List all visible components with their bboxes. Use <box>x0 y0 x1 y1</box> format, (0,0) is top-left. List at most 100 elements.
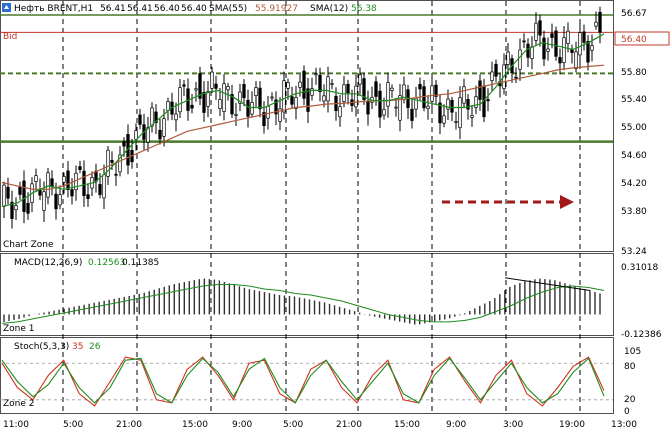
bull-candle <box>266 105 270 119</box>
bull-candle <box>310 88 314 96</box>
bear-candle <box>438 102 442 124</box>
bear-candle <box>478 80 482 100</box>
macd-signal-line <box>1 284 605 324</box>
sma55-line <box>1 64 605 190</box>
bull-candle <box>218 99 222 109</box>
time-label: 3:00 <box>503 420 523 430</box>
bull-candle <box>382 108 386 116</box>
bear-candle <box>378 90 382 118</box>
bull-candle <box>590 45 594 51</box>
time-label: 15:00 <box>394 420 420 430</box>
bear-candle <box>122 141 126 147</box>
bull-candle <box>254 87 258 96</box>
bear-candle <box>346 83 350 94</box>
macd-title: MACD(12,26,9) <box>14 258 82 268</box>
bull-candle <box>106 149 110 177</box>
bear-candle <box>586 41 590 63</box>
bear-candle <box>494 63 498 77</box>
bear-candle <box>550 33 554 38</box>
bear-candle <box>182 84 186 87</box>
ohlc-open: 56.41 <box>100 4 126 14</box>
stoch-tick: 20 <box>624 395 636 405</box>
bull-candle <box>442 115 446 124</box>
bull-candle <box>150 107 154 127</box>
bear-candle <box>582 31 586 43</box>
time-label: 11:00 <box>3 420 29 430</box>
price-tick: 55.40 <box>621 95 647 105</box>
bull-candle <box>574 51 578 69</box>
price-tick: 56.67 <box>621 9 647 19</box>
bear-candle <box>466 99 470 110</box>
bear-candle <box>202 91 206 113</box>
bear-candle <box>82 170 86 197</box>
bull-candle <box>546 48 550 52</box>
bear-candle <box>158 129 162 140</box>
vertical-grid <box>62 1 581 413</box>
bid-label: Bid <box>3 32 17 42</box>
bull-candle <box>338 106 342 118</box>
bear-candle <box>138 114 142 125</box>
bull-candle <box>118 154 122 173</box>
bull-candle <box>102 174 106 199</box>
bear-candle <box>50 178 54 187</box>
bear-candle <box>98 184 102 195</box>
price-tick: 53.80 <box>621 207 647 217</box>
bull-candle <box>354 85 358 108</box>
bull-candle <box>134 130 138 140</box>
price-header: Нефть BRENT,H1 56.41 56.41 56.40 56.40 S… <box>2 3 377 14</box>
bull-candle <box>462 86 466 104</box>
time-label: 15:00 <box>182 420 208 430</box>
macd-axis: 0.31018 -0.12386 <box>621 263 662 340</box>
time-label: 21:00 <box>116 420 142 430</box>
bull-candle <box>322 95 326 102</box>
price-panel[interactable] <box>0 0 614 252</box>
bear-candle <box>542 37 546 60</box>
bull-candle <box>42 191 46 211</box>
bear-candle <box>110 159 114 163</box>
bull-candle <box>238 91 242 104</box>
bull-candle <box>390 87 394 91</box>
price-tick: 54.60 <box>621 151 647 161</box>
sma55-label: SMA(55) <box>209 4 247 14</box>
sma12-label: SMA(12) <box>310 4 348 14</box>
bull-candle <box>278 108 282 122</box>
bull-candle <box>234 114 238 116</box>
bear-candle <box>246 99 250 117</box>
bull-candle <box>270 96 274 99</box>
stoch-panel[interactable] <box>0 337 614 414</box>
stochastic-lines <box>0 356 613 407</box>
bull-candle <box>358 74 362 85</box>
bull-candle <box>250 102 254 115</box>
bull-candle <box>282 80 286 113</box>
bull-candle <box>294 96 298 110</box>
bear-candle <box>374 81 378 97</box>
bear-candle <box>258 87 262 110</box>
bear-candle <box>78 166 82 170</box>
bull-candle <box>386 82 390 107</box>
ohlc-high: 56.41 <box>127 4 153 14</box>
bear-candle <box>198 73 202 99</box>
bear-candle <box>486 99 490 102</box>
time-label: 19:00 <box>559 420 585 430</box>
stoch-tick: 80 <box>624 362 636 372</box>
bear-candle <box>18 186 22 195</box>
bear-candle <box>306 88 310 112</box>
bull-candle <box>458 97 462 129</box>
bull-candle <box>226 86 230 91</box>
bull-candle <box>62 176 66 183</box>
bear-candle <box>262 112 266 127</box>
bear-candle <box>22 180 26 212</box>
stoch-tick: 0 <box>624 407 630 417</box>
macd-value2: 0.11385 <box>122 258 159 268</box>
divergence-line <box>504 277 591 291</box>
bear-candle <box>190 104 194 109</box>
bull-candle <box>490 71 494 82</box>
bull-candle <box>426 105 430 109</box>
bear-candle <box>230 94 234 115</box>
price-tick: 55.80 <box>621 68 647 78</box>
bear-candle <box>242 84 246 99</box>
bull-candle <box>194 88 198 91</box>
bull-candle <box>534 22 538 41</box>
bull-candle <box>222 83 226 112</box>
